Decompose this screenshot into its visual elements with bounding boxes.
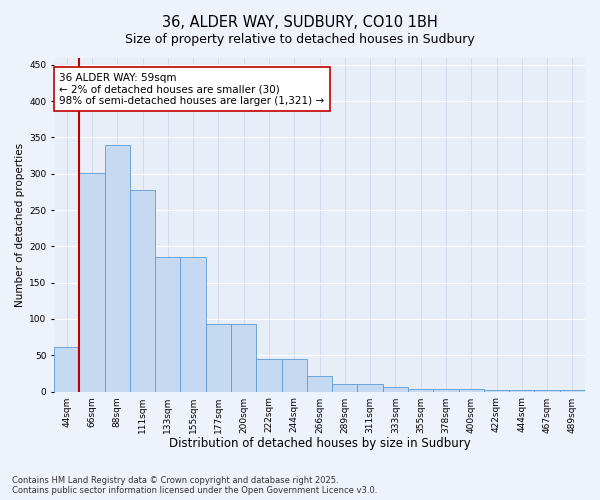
Bar — [130, 190, 155, 392]
Bar — [484, 390, 509, 392]
Bar — [509, 390, 535, 392]
Text: 36 ALDER WAY: 59sqm
← 2% of detached houses are smaller (30)
98% of semi-detache: 36 ALDER WAY: 59sqm ← 2% of detached hou… — [59, 72, 325, 106]
Bar — [383, 386, 408, 392]
Bar — [206, 324, 231, 392]
Bar — [408, 388, 433, 392]
Bar — [281, 359, 307, 392]
X-axis label: Distribution of detached houses by size in Sudbury: Distribution of detached houses by size … — [169, 437, 470, 450]
Text: Size of property relative to detached houses in Sudbury: Size of property relative to detached ho… — [125, 32, 475, 46]
Bar — [307, 376, 332, 392]
Text: 36, ALDER WAY, SUDBURY, CO10 1BH: 36, ALDER WAY, SUDBURY, CO10 1BH — [162, 15, 438, 30]
Bar — [104, 144, 130, 392]
Bar — [155, 257, 181, 392]
Bar — [358, 384, 383, 392]
Bar — [535, 390, 560, 392]
Bar — [79, 173, 104, 392]
Text: Contains HM Land Registry data © Crown copyright and database right 2025.
Contai: Contains HM Land Registry data © Crown c… — [12, 476, 377, 495]
Bar — [54, 346, 79, 392]
Bar — [332, 384, 358, 392]
Bar — [181, 257, 206, 392]
Bar — [560, 390, 585, 392]
Bar — [458, 390, 484, 392]
Bar — [433, 388, 458, 392]
Y-axis label: Number of detached properties: Number of detached properties — [15, 142, 25, 306]
Bar — [231, 324, 256, 392]
Bar — [256, 359, 281, 392]
